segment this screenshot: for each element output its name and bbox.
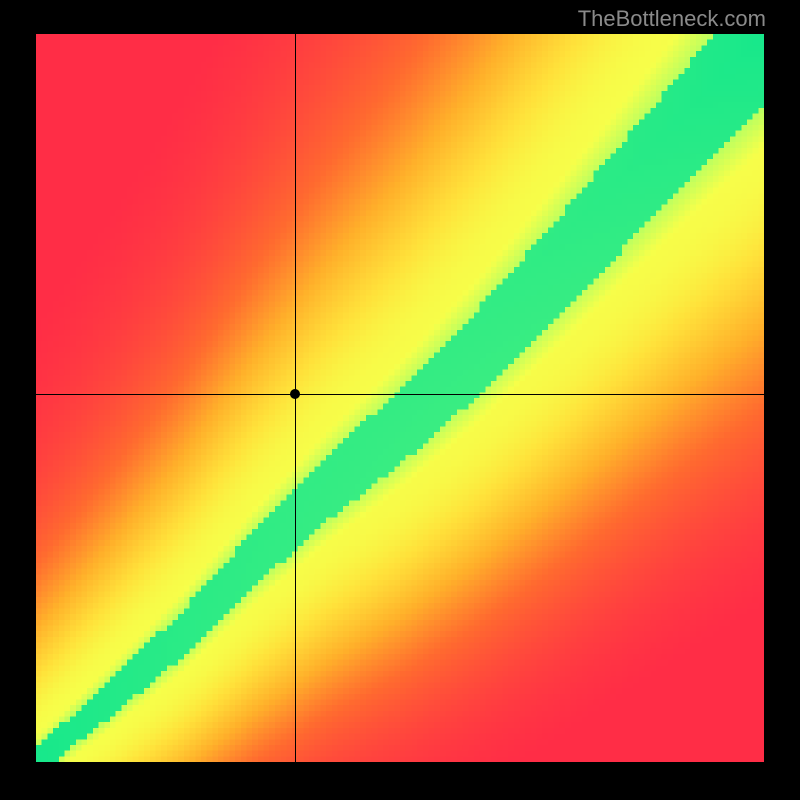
- crosshair-horizontal: [36, 394, 764, 395]
- crosshair-marker: [290, 389, 300, 399]
- attribution-text: TheBottleneck.com: [578, 6, 766, 32]
- bottleneck-heatmap: [36, 34, 764, 762]
